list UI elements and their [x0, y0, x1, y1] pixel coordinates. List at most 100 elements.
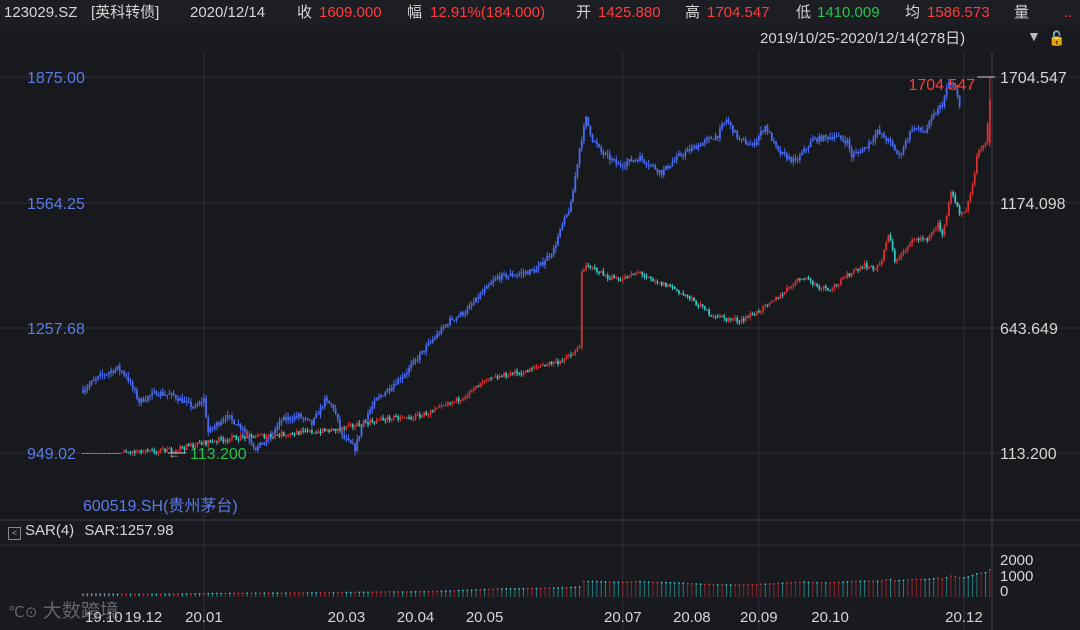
sar-dot	[734, 584, 736, 587]
lock-icon[interactable]: 🔓	[1048, 30, 1066, 46]
sar-dot	[773, 582, 775, 585]
overlay-candle	[667, 165, 670, 169]
sar-dot	[181, 593, 184, 595]
candle-body	[149, 450, 151, 452]
overlay-candle	[734, 130, 736, 133]
overlay-candle	[904, 140, 907, 149]
overlay-candle	[97, 376, 100, 379]
sar-dot	[95, 593, 97, 596]
overlay-candle	[926, 128, 929, 133]
overlay-candle	[753, 143, 756, 146]
overlay-candle	[356, 439, 359, 451]
candle-body	[818, 285, 821, 289]
collapse-icon[interactable]: <	[8, 527, 21, 540]
sar-dot	[453, 589, 456, 592]
candle-body	[783, 292, 786, 295]
overlay-candle	[401, 376, 404, 380]
date-range[interactable]: 2019/10/25-2020/12/14(278日)	[760, 30, 966, 47]
overlay-candle	[436, 333, 438, 338]
sar-dot	[608, 581, 611, 584]
candle-body	[211, 441, 214, 443]
overlay-candle	[652, 164, 654, 166]
candle-body	[652, 278, 654, 282]
more-dots[interactable]: ..	[1064, 4, 1073, 21]
sar-dot	[690, 582, 693, 585]
overlay-candle	[198, 402, 201, 406]
candle-body	[293, 434, 296, 436]
candle-body	[101, 453, 104, 454]
candle-body	[924, 238, 926, 240]
candle-body	[375, 419, 378, 424]
candle-body	[127, 452, 130, 454]
overlay-candle	[507, 275, 510, 278]
candle-body	[492, 377, 495, 379]
overlay-candle	[578, 148, 581, 164]
candle-body	[654, 281, 657, 283]
avg-value: 1586.573	[927, 4, 990, 21]
overlay-candle	[218, 422, 220, 425]
sar-dot	[358, 591, 361, 594]
candle-body	[548, 362, 551, 365]
overlay-candle	[233, 419, 236, 425]
candle-body	[276, 434, 279, 436]
overlay-candle	[317, 413, 320, 415]
sar-dot	[112, 593, 115, 596]
overlay-candle	[434, 337, 436, 340]
candle-body	[339, 428, 341, 430]
overlay-candle	[604, 153, 607, 155]
candle-body	[865, 263, 868, 269]
sar-dot	[919, 578, 922, 581]
overlay-candle	[524, 271, 527, 274]
candle-body	[943, 225, 946, 235]
candle-body	[356, 423, 359, 427]
candle-body	[336, 428, 339, 432]
overlay-candle	[589, 125, 592, 135]
candle-body	[546, 364, 549, 366]
main-panel	[0, 52, 1080, 520]
indicator-name[interactable]: SAR(4)	[25, 522, 75, 539]
overlay-candle	[917, 127, 920, 129]
overlay-candle	[548, 256, 551, 258]
overlay-candle	[166, 394, 169, 396]
sar-dot	[652, 581, 654, 584]
sar-dot	[548, 587, 551, 590]
overlay-candle	[196, 405, 199, 407]
sar-dot	[794, 581, 797, 584]
sar-dot	[328, 591, 331, 594]
candle-body	[693, 297, 695, 302]
sar-dot	[190, 593, 192, 595]
overlay-candle	[190, 401, 192, 407]
candle-body	[604, 275, 607, 277]
candle-body	[619, 279, 622, 281]
sar-dot	[634, 580, 637, 583]
sar-dot	[570, 586, 572, 589]
overlay-candle	[727, 119, 730, 123]
candle-body	[982, 145, 985, 149]
candle-body	[228, 438, 231, 441]
candle-body	[911, 240, 914, 244]
candle-body	[857, 269, 860, 271]
candle-body	[358, 423, 361, 426]
candle-body	[272, 436, 274, 438]
overlay-candle	[893, 145, 896, 151]
candle-body	[846, 273, 849, 278]
overlay-candle	[835, 135, 838, 137]
close-label: 收	[297, 4, 313, 21]
range-dropdown-icon[interactable]: ▼	[1027, 28, 1041, 44]
candle-body	[591, 267, 594, 269]
candle-body	[628, 275, 631, 278]
candle-body	[874, 269, 877, 271]
overlay-candle	[872, 139, 875, 142]
candle-body	[615, 278, 618, 280]
overlay-candle	[606, 153, 609, 155]
candle-body	[298, 431, 300, 435]
sar-dot	[414, 590, 417, 593]
candle-body	[401, 417, 404, 419]
candle-body	[457, 398, 460, 402]
candle-body	[142, 452, 145, 454]
candle-body	[554, 360, 557, 363]
candle-body	[92, 453, 95, 454]
candle-body	[369, 420, 372, 425]
overlay-candle	[807, 147, 810, 149]
